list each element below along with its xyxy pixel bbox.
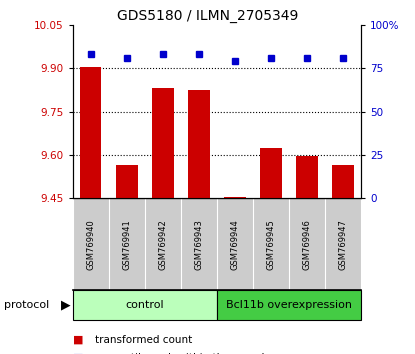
Bar — [188, 90, 210, 198]
Text: ■: ■ — [73, 353, 83, 354]
Text: Bcl11b overexpression: Bcl11b overexpression — [226, 300, 352, 310]
Text: control: control — [125, 300, 164, 310]
Bar — [80, 67, 102, 198]
Text: GSM769946: GSM769946 — [303, 219, 312, 270]
Bar — [260, 148, 282, 198]
Bar — [73, 290, 217, 320]
Text: GSM769945: GSM769945 — [266, 219, 276, 270]
Bar — [152, 88, 173, 198]
Bar — [116, 165, 137, 198]
Text: GSM769942: GSM769942 — [158, 219, 167, 270]
Text: protocol: protocol — [4, 300, 49, 310]
Bar — [217, 290, 361, 320]
Text: GSM769943: GSM769943 — [194, 219, 203, 270]
Text: GSM769947: GSM769947 — [339, 219, 347, 270]
Text: GDS5180 / ILMN_2705349: GDS5180 / ILMN_2705349 — [117, 9, 298, 23]
Bar — [332, 165, 354, 198]
Text: ■: ■ — [73, 335, 83, 345]
Text: GSM769940: GSM769940 — [86, 219, 95, 270]
Text: GSM769941: GSM769941 — [122, 219, 131, 270]
Bar — [296, 156, 318, 198]
Text: percentile rank within the sample: percentile rank within the sample — [95, 353, 271, 354]
Text: GSM769944: GSM769944 — [230, 219, 239, 270]
Bar — [224, 197, 246, 198]
Text: ▶: ▶ — [61, 299, 71, 312]
Text: transformed count: transformed count — [95, 335, 193, 345]
